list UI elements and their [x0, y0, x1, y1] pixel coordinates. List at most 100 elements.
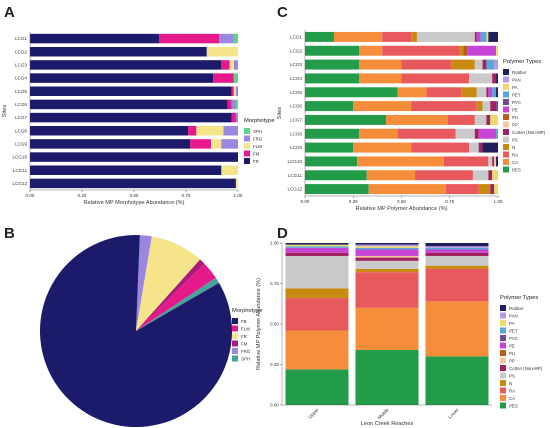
legend-label: RA [509, 388, 515, 393]
bar-segment-fm [190, 139, 211, 149]
legend-label: Cotton (Non-MP) [512, 130, 546, 135]
y-tick-label: LCG10 [287, 159, 302, 164]
bar-segment-pes [305, 156, 358, 167]
legend-swatch [503, 106, 509, 113]
bar-segment-flm [196, 126, 224, 136]
bar-segment-ra [411, 142, 470, 153]
bar-segment-ca [333, 31, 383, 42]
legend-label: PVC [512, 100, 521, 105]
legend-swatch [503, 129, 509, 135]
y-tick-label: LCG7 [290, 118, 302, 123]
y-tick-label: LCG6 [15, 102, 27, 107]
legend-swatch [503, 91, 509, 98]
y-tick-label: LCG9 [290, 145, 302, 150]
bar-segment-pan [494, 59, 498, 70]
bar-segment-ps [469, 142, 479, 153]
legend-swatch [503, 76, 509, 83]
bar-segment-pan [425, 246, 489, 248]
bar-segment-rubber [496, 156, 498, 167]
x-tick-label: 0.75 [445, 199, 454, 204]
bar-segment-ra [285, 298, 349, 331]
legend-swatch [503, 136, 509, 143]
bar-segment-ca [285, 330, 349, 370]
bar-segment-pe [285, 247, 349, 253]
bar-segment-ca [366, 170, 416, 181]
bar-segment-flm [233, 86, 236, 96]
bar-segment-pet [355, 247, 419, 250]
pie-slice-fm [136, 259, 205, 331]
legend-title: Polymer Types [503, 59, 541, 65]
bar-segment-n [451, 59, 475, 70]
y-tick-label: LCG3 [15, 63, 27, 68]
bar-segment-ps [488, 156, 493, 167]
bar-segment-ps [416, 31, 475, 42]
bar-segment-fr [30, 112, 232, 123]
bar-segment-pe [467, 45, 497, 56]
x-axis-title: Relative MP Polymer Abundance (%) [356, 206, 448, 212]
legend-label: PS [512, 137, 518, 142]
panel-label-a: A [4, 4, 15, 21]
legend-label: PE [512, 107, 518, 112]
bar-segment-ps [474, 59, 483, 70]
bar-segment-frg [235, 86, 238, 96]
bar-segment-pa [285, 244, 349, 247]
y-tick-label: LCG1 [15, 36, 27, 41]
bar-segment-cotton-non-mp- [488, 170, 493, 181]
bar-segment-n [478, 184, 491, 195]
bar-segment-pes [305, 87, 398, 98]
x-tick-label: 1.00 [234, 193, 243, 198]
legend-swatch [500, 350, 506, 356]
bar-segment-frg [219, 33, 234, 44]
legend-label: PAN [509, 313, 518, 318]
bar-segment-pes [305, 142, 354, 153]
legend-label: N [509, 381, 512, 386]
bar-segment-flm [210, 139, 222, 149]
x-tick-label: 0.00 [26, 193, 35, 198]
legend-swatch [232, 318, 238, 324]
legend-label: PES [509, 403, 518, 408]
bar-segment-pet [486, 59, 495, 70]
x-axis-title: Leon Creek Reaches [361, 421, 414, 427]
bar-segment-ca [353, 101, 412, 112]
bar-segment-n [355, 268, 419, 273]
panel-d-reach-chart: 0.00 0.25 0.50 0.75 1.00 Upper Middle Lower Leon… [256, 241, 543, 427]
y-tick-label: 0.50 [270, 322, 279, 327]
bar-segment-pet [492, 87, 497, 98]
legend-swatch [500, 335, 506, 341]
bar-segment-pu [463, 45, 468, 56]
bar-segment-cotton-non-mp- [486, 87, 489, 98]
bar-segment-pa [486, 31, 489, 42]
panel-label-c: C [277, 4, 288, 21]
legend-swatch [500, 365, 506, 371]
bar-segment-fr [30, 165, 222, 175]
bar-segment-ca [359, 45, 383, 56]
legend-swatch [503, 151, 509, 158]
legend-label: PET [512, 92, 521, 97]
bar-segment-pe [476, 31, 481, 42]
bar-segment-pe [488, 87, 493, 98]
x-tick-label: 0.50 [130, 193, 139, 198]
bar-segment-pes [305, 184, 369, 195]
bar-segment-sph [233, 33, 238, 44]
legend-label: SPH [241, 356, 250, 361]
y-axis-title: Sites [2, 105, 8, 118]
bar-segment-pan [355, 244, 419, 247]
legend-swatch [232, 340, 238, 347]
pie-slice-frg [136, 235, 152, 331]
bar-segment-ps [455, 128, 475, 139]
y-tick-label: LCG4 [15, 76, 27, 81]
bar-segment-rubber [482, 142, 498, 153]
y-tick-label: LCG11 [288, 173, 303, 178]
y-tick-label: LCG5 [15, 89, 27, 94]
x-tick-label: 0.25 [78, 193, 87, 198]
legend-swatch [500, 312, 506, 319]
bar-segment-flm [235, 178, 238, 189]
legend-label: PET [509, 328, 518, 333]
legend-swatch [232, 333, 238, 339]
bar-segment-ca [359, 128, 398, 139]
panel-a-morphotype-chart: 0.00 0.25 0.50 0.75 1.00 LCG1 LCG2 LCG3 LCG4 LCG5… [2, 32, 275, 206]
legend-label: FB [241, 319, 247, 324]
legend-swatch [503, 69, 509, 75]
bar-segment-fr [30, 86, 232, 96]
